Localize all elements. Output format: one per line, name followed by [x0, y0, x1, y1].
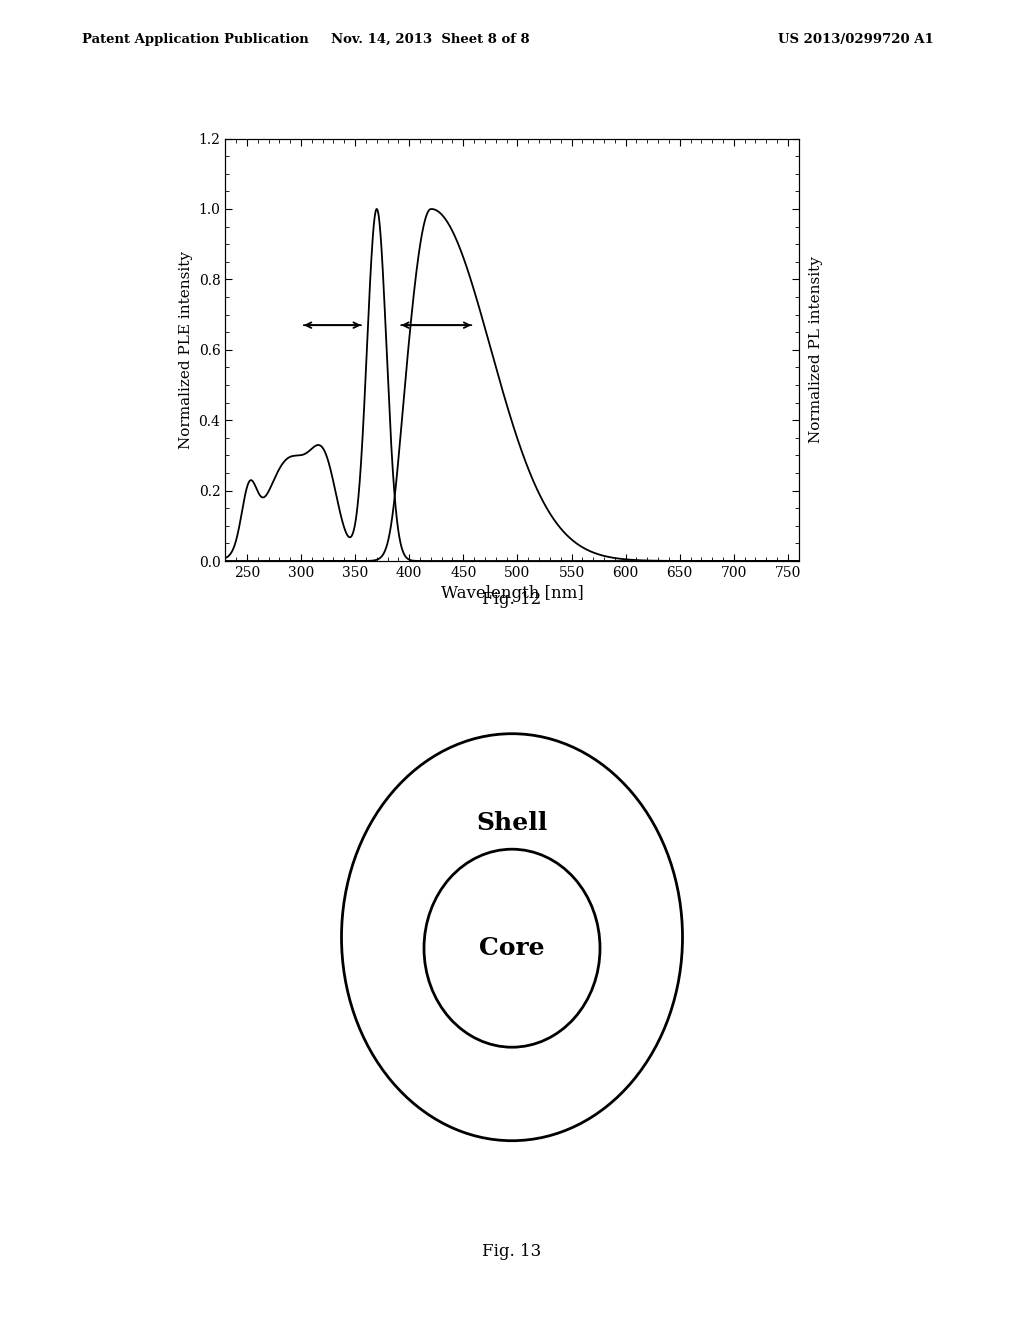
Text: Fig. 13: Fig. 13 — [482, 1243, 542, 1261]
Text: Core: Core — [479, 936, 545, 960]
Text: Fig. 12: Fig. 12 — [482, 591, 542, 609]
Text: Shell: Shell — [476, 810, 548, 834]
Text: Patent Application Publication: Patent Application Publication — [82, 33, 308, 46]
Text: US 2013/0299720 A1: US 2013/0299720 A1 — [778, 33, 934, 46]
Y-axis label: Normalized PLE intensity: Normalized PLE intensity — [179, 251, 193, 449]
Y-axis label: Normalized PL intensity: Normalized PL intensity — [809, 256, 823, 444]
Text: Nov. 14, 2013  Sheet 8 of 8: Nov. 14, 2013 Sheet 8 of 8 — [331, 33, 529, 46]
X-axis label: Wavelength [nm]: Wavelength [nm] — [440, 585, 584, 602]
